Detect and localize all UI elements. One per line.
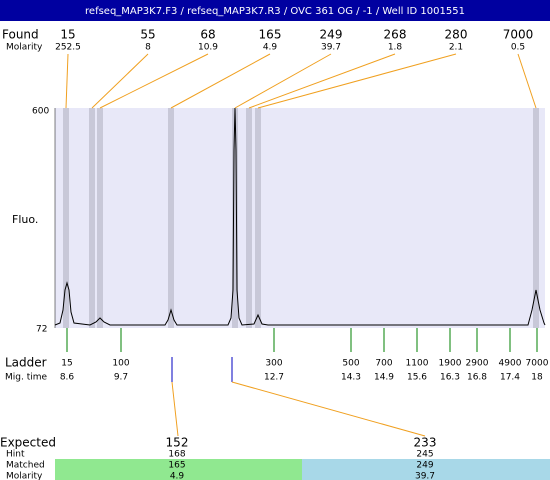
ladder-size: 500 <box>342 359 359 369</box>
peak-molarity: 10.9 <box>198 43 218 53</box>
peak-size: 268 <box>384 28 407 42</box>
peak-molarity: 0.5 <box>511 43 525 53</box>
ladder-time: 16.8 <box>467 373 487 383</box>
peak-molarity: 1.8 <box>388 43 403 53</box>
plot-area <box>55 108 545 328</box>
peak-molarity: 39.7 <box>321 43 341 53</box>
connector <box>231 381 426 437</box>
peak-size: 165 <box>259 28 282 42</box>
title-bar <box>0 0 550 21</box>
peak-connector <box>65 53 69 109</box>
time-label: Mig. time <box>5 373 47 383</box>
peak-connector <box>99 53 209 109</box>
expected-matched: 249 <box>416 461 433 471</box>
ladder-size: 4900 <box>499 359 522 369</box>
axis-top: 600 <box>32 107 49 117</box>
matched-band <box>55 459 302 480</box>
peak-band <box>89 108 95 328</box>
peak-band <box>97 108 103 328</box>
ladder-time: 14.3 <box>341 373 361 383</box>
peak-band <box>533 108 539 328</box>
row-label: Expected <box>0 436 56 450</box>
expected-matched: 165 <box>168 461 185 471</box>
peak-size: 280 <box>445 28 468 42</box>
ladder-time: 12.7 <box>264 373 284 383</box>
expected-hint: 168 <box>168 450 185 460</box>
row-label: Molarity <box>6 472 43 480</box>
expected-molarity: 4.9 <box>170 472 185 480</box>
ladder-size: 15 <box>61 359 72 369</box>
matched-band <box>302 459 550 480</box>
peak-size: 15 <box>60 28 75 42</box>
peak-band <box>255 108 261 328</box>
ladder-time: 14.9 <box>374 373 394 383</box>
peak-band <box>168 108 174 328</box>
axis-bottom: 72 <box>36 325 47 335</box>
expected-hint: 245 <box>416 450 433 460</box>
peak-connector <box>248 53 396 109</box>
expected-expected: 152 <box>166 436 189 450</box>
ladder-size: 2900 <box>466 359 489 369</box>
ladder-time: 16.3 <box>440 373 460 383</box>
expected-molarity: 39.7 <box>415 472 435 480</box>
ladder-time: 17.4 <box>500 373 520 383</box>
peak-connector <box>517 53 537 109</box>
peak-band <box>63 108 69 328</box>
peak-connector <box>257 53 457 109</box>
molarity-label: Molarity <box>6 43 43 53</box>
row-label: Hint <box>6 450 25 460</box>
ladder-time: 8.6 <box>60 373 75 383</box>
connector <box>171 381 179 437</box>
title: refseq_MAP3K7.F3 / refseq_MAP3K7.R3 / OV… <box>85 6 465 17</box>
ladder-size: 700 <box>375 359 392 369</box>
peak-connector <box>234 53 332 109</box>
peak-molarity: 8 <box>145 43 151 53</box>
peak-molarity: 252.5 <box>55 43 81 53</box>
ladder-size: 100 <box>112 359 129 369</box>
ladder-time: 18 <box>531 373 543 383</box>
ladder-size: 1900 <box>439 359 462 369</box>
peak-size: 249 <box>320 28 343 42</box>
ladder-time: 9.7 <box>114 373 128 383</box>
ladder-size: 1100 <box>406 359 429 369</box>
peak-molarity: 4.9 <box>263 43 278 53</box>
ladder-size: 7000 <box>526 359 549 369</box>
ladder-label: Ladder <box>5 356 47 370</box>
ladder-size: 300 <box>265 359 282 369</box>
peak-connector <box>170 53 271 109</box>
peak-connector <box>91 53 149 109</box>
found-label: Found <box>2 28 39 42</box>
trace <box>54 107 546 326</box>
peak-size: 68 <box>200 28 215 42</box>
row-label: Matched <box>6 461 45 471</box>
axis-label: Fluo. <box>12 213 38 226</box>
peak-molarity: 2.1 <box>449 43 463 53</box>
peak-size: 55 <box>140 28 155 42</box>
peak-band <box>232 108 238 328</box>
ladder-time: 15.6 <box>407 373 427 383</box>
expected-expected: 233 <box>414 436 437 450</box>
peak-band <box>246 108 252 328</box>
peak-size: 7000 <box>503 28 534 42</box>
